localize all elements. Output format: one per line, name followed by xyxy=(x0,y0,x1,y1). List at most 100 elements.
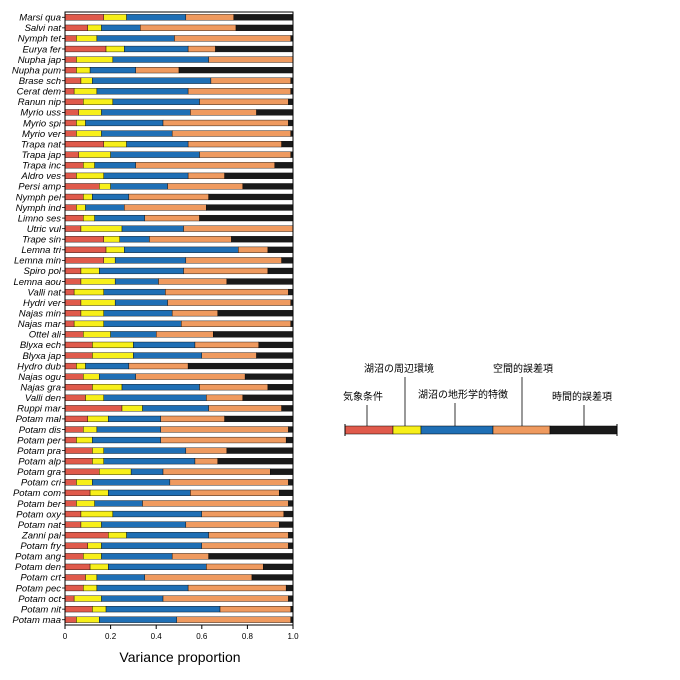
species-label-cerat-dem: Cerat dem xyxy=(17,87,61,98)
bar-segment-utric-vul-s2 xyxy=(121,225,184,232)
bar-segment-lemna-min-s1 xyxy=(103,257,116,264)
bar-segment-blyxa-jap-s4 xyxy=(256,352,294,359)
bar-segment-hydri-ver-s2 xyxy=(114,299,168,306)
bar-segment-salvi-nat-s2 xyxy=(101,24,141,31)
species-label-limno-ses: Limno ses xyxy=(18,213,62,224)
bar-segment-potam-pra-s0 xyxy=(64,447,93,454)
bar-segment-potam-gra-s2 xyxy=(130,468,164,475)
bar-segment-nupha-jap-s3 xyxy=(208,56,294,63)
species-label-najas-ogu: Najas ogu xyxy=(18,372,61,383)
bar-segment-potam-oct-s2 xyxy=(101,595,164,602)
bar-segment-potam-com-s0 xyxy=(64,489,91,496)
bar-segment-potam-gra-s4 xyxy=(270,468,294,475)
bar-segment-potam-den-s1 xyxy=(89,563,109,570)
species-label-myrio-spi: Myrio spi xyxy=(23,118,62,129)
bar-segment-nupha-pum-s2 xyxy=(89,67,136,74)
legend-swatch-4 xyxy=(549,425,618,435)
bar-segment-potam-oxy-s2 xyxy=(112,510,202,518)
bar-segment-eurya-fer-s4 xyxy=(215,45,294,53)
bar-segment-marsi-qua-s3 xyxy=(185,14,234,21)
bar-segment-nymph-ind-s3 xyxy=(124,204,207,211)
legend-label-0: 気象条件 xyxy=(343,390,383,403)
bar-segment-trapa-nat-s0 xyxy=(64,141,104,148)
bar-segment-potam-maa-s3 xyxy=(176,616,291,623)
bar-segment-potam-pra-s1 xyxy=(92,447,104,454)
species-label-spiro-pol: Spiro pol xyxy=(24,266,62,277)
bar-segment-spiro-pol-s0 xyxy=(64,267,82,275)
bar-segment-nupha-pum-s0 xyxy=(64,67,77,74)
bar-segment-potam-alp-s4 xyxy=(217,458,294,465)
bar-segment-potam-nat-s1 xyxy=(80,521,102,528)
x-axis: 0 0.2 0.4 0.6 0.8 1.0 xyxy=(63,625,299,641)
bar-segment-trapa-jap-s3 xyxy=(199,151,291,158)
bar-segment-najas-min-s3 xyxy=(171,310,218,317)
x-axis-label: Variance proportion xyxy=(119,649,240,665)
species-label-nymph-tet: Nymph tet xyxy=(18,34,62,45)
bar-segment-potam-den-s0 xyxy=(64,563,91,570)
bar-segment-potam-pra-s3 xyxy=(185,447,228,454)
legend-swatch-0 xyxy=(344,425,394,435)
species-label-lemna-tri: Lemna tri xyxy=(21,245,61,256)
bar-segment-myrio-ver-s2 xyxy=(101,130,173,137)
bar-segment-potam-crt-s4 xyxy=(251,574,294,581)
bar-segment-aldro-ves-s2 xyxy=(103,172,189,179)
bar-segment-brase-sch-s0 xyxy=(64,77,82,84)
bar-segment-valli-den-s4 xyxy=(242,394,294,401)
bar-segment-nupha-jap-s1 xyxy=(76,56,114,63)
bar-segment-zanni-pal-s3 xyxy=(208,532,289,539)
bar-segment-lemna-aou-s0 xyxy=(64,278,82,285)
bar-segment-blyxa-jap-s2 xyxy=(133,352,202,359)
bar-segment-myrio-ver-s3 xyxy=(171,130,291,137)
bar-segment-cerat-dem-s3 xyxy=(187,88,291,95)
species-label-ruppi-mar: Ruppi mar xyxy=(17,404,62,415)
bar-segment-cerat-dem-s1 xyxy=(73,88,98,95)
bar-segment-potam-mal-s4 xyxy=(224,415,294,423)
bar-segment-brase-sch-s1 xyxy=(80,77,93,84)
bar-segment-nymph-pel-s0 xyxy=(64,193,84,201)
bar-segment-potam-nat-s0 xyxy=(64,521,82,528)
bar-segment-potam-maa-s2 xyxy=(98,616,177,623)
bar-segment-trapa-jap-s0 xyxy=(64,151,79,158)
bar-segment-potam-nit-s1 xyxy=(92,606,107,613)
bar-segment-blyxa-ech-s2 xyxy=(133,341,196,349)
bar-segment-trapa-jap-s2 xyxy=(110,151,200,158)
bar-segment-potam-crt-s2 xyxy=(96,574,145,581)
bar-segment-eurya-fer-s3 xyxy=(187,45,216,53)
bar-segment-hydro-dub-s0 xyxy=(64,362,77,370)
bar-segment-myrio-spi-s0 xyxy=(64,119,77,127)
bar-segment-brase-sch-s2 xyxy=(92,77,212,84)
bar-segment-potam-crt-s3 xyxy=(144,574,253,581)
bar-segment-eurya-fer-s0 xyxy=(64,45,107,53)
bar-segment-lemna-tri-s1 xyxy=(105,246,125,253)
species-label-lemna-min: Lemna min xyxy=(14,256,61,267)
bar-segment-hydri-ver-s3 xyxy=(167,299,291,306)
bar-segment-najas-ogu-s3 xyxy=(135,373,246,380)
bar-segment-ranun-nip-s3 xyxy=(199,98,289,105)
x-tick-label: 0 xyxy=(63,632,68,641)
bar-segment-marsi-qua-s2 xyxy=(126,14,187,21)
species-label-trapa-nat: Trapa nat xyxy=(21,139,61,150)
bar-segment-ruppi-mar-s2 xyxy=(142,405,209,412)
species-label-nymph-ind: Nymph ind xyxy=(16,203,62,214)
bar-segment-nymph-pel-s4 xyxy=(208,193,294,201)
species-label-nupha-pum: Nupha pum xyxy=(12,65,61,76)
bar-segment-potam-oxy-s1 xyxy=(80,510,114,518)
bar-segment-trapa-nat-s3 xyxy=(187,141,282,148)
bar-segment-lemna-min-s0 xyxy=(64,257,104,264)
bar-segment-myrio-uss-s2 xyxy=(101,109,191,116)
bar-segment-potam-gra-s0 xyxy=(64,468,100,475)
bar-segment-potam-mal-s3 xyxy=(160,415,225,423)
bar-segment-valli-den-s1 xyxy=(85,394,104,401)
species-label-hydri-ver: Hydri ver xyxy=(23,298,62,309)
bar-segment-valli-nat-s2 xyxy=(103,288,166,296)
bar-segment-potam-per-s4 xyxy=(285,436,294,444)
bar-segment-najas-ogu-s2 xyxy=(98,373,136,380)
bar-segment-potam-oct-s0 xyxy=(64,595,75,602)
bar-segment-nymph-ind-s4 xyxy=(206,204,294,211)
bar-segment-hydro-dub-s4 xyxy=(187,362,294,370)
bar-segment-potam-ang-s1 xyxy=(83,553,102,560)
bar-segment-ruppi-mar-s3 xyxy=(208,405,282,412)
bar-segment-potam-alp-s2 xyxy=(103,458,196,465)
bar-segment-potam-crt-s1 xyxy=(85,574,98,581)
